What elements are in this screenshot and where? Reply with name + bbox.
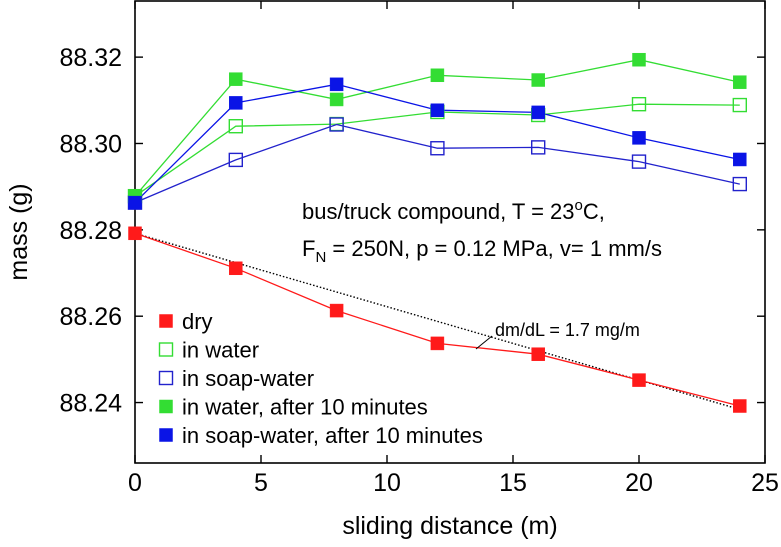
data-point-4 (128, 195, 142, 210)
data-point-0 (329, 303, 344, 318)
data-point-2 (631, 154, 647, 169)
data-point-0 (531, 347, 545, 361)
y-axis-label: mass (g) (5, 183, 33, 280)
legend-label: in water (182, 338, 259, 363)
data-point-3 (430, 68, 445, 83)
data-point-2 (732, 176, 747, 192)
data-point-3 (733, 75, 747, 89)
condition-superscript: o (575, 197, 583, 214)
x-tick-label: 10 (373, 469, 401, 497)
data-point-2 (228, 152, 244, 168)
x-tick-label: 25 (751, 469, 779, 497)
legend-marker (159, 314, 173, 328)
x-tick-label: 5 (254, 469, 268, 497)
data-point-2 (430, 141, 445, 156)
axis-ticks: 0 5 10 15 20 25 88.24 88.26 88.28 88.30 88.32 (59, 1, 779, 497)
data-point-2 (531, 140, 546, 155)
data-point-0 (128, 226, 142, 241)
series-line-2 (134, 123, 740, 204)
condition-line-2: FN = 250N, p = 0.12 MPa, v= 1 mm/s (302, 236, 662, 266)
data-point-4 (329, 77, 344, 92)
data-point-4 (430, 103, 445, 117)
series-group (127, 52, 747, 413)
y-tick-label: 88.32 (59, 44, 122, 72)
legend: dry in water in soap-water in water, after … (158, 309, 483, 448)
x-axis-label: sliding distance (m) (342, 512, 557, 540)
x-tick-label: 15 (499, 469, 527, 497)
y-tick-label: 88.24 (59, 390, 122, 418)
x-tick-label: 0 (128, 469, 142, 497)
data-point-0 (229, 261, 243, 276)
data-point-4 (229, 96, 243, 110)
data-point-1 (732, 97, 747, 113)
legend-marker (159, 399, 173, 414)
data-point-3 (229, 72, 243, 86)
legend-label: in soap-water (182, 366, 314, 391)
data-point-4 (632, 131, 646, 145)
data-point-0 (632, 373, 646, 387)
data-point-0 (733, 399, 747, 413)
data-point-3 (329, 92, 344, 107)
slope-pointer (475, 335, 493, 350)
data-point-1 (228, 119, 244, 134)
legend-marker (158, 370, 174, 386)
data-point-4 (733, 152, 747, 167)
data-point-3 (632, 52, 646, 67)
x-tick-label: 20 (625, 469, 653, 497)
y-tick-label: 88.28 (59, 217, 122, 245)
data-point-3 (531, 73, 545, 87)
data-point-4 (531, 105, 545, 120)
legend-marker (159, 428, 173, 442)
data-point-2 (329, 117, 344, 132)
y-tick-label: 88.30 (59, 130, 122, 158)
slope-label: dm/dL = 1.7 mg/m (495, 320, 640, 340)
legend-label: in soap-water, after 10 minutes (182, 423, 483, 448)
legend-label: in water, after 10 minutes (182, 395, 428, 420)
y-tick-label: 88.26 (59, 303, 122, 331)
legend-label: dry (182, 309, 213, 334)
condition-subscript: N (315, 249, 326, 266)
condition-line-1: bus/truck compound, T = 23oC, (302, 197, 605, 224)
data-point-1 (631, 96, 647, 112)
legend-marker (158, 342, 174, 357)
data-point-0 (430, 336, 445, 351)
